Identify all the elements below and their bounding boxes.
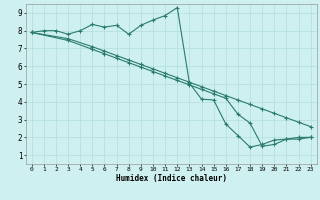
X-axis label: Humidex (Indice chaleur): Humidex (Indice chaleur) (116, 174, 227, 183)
